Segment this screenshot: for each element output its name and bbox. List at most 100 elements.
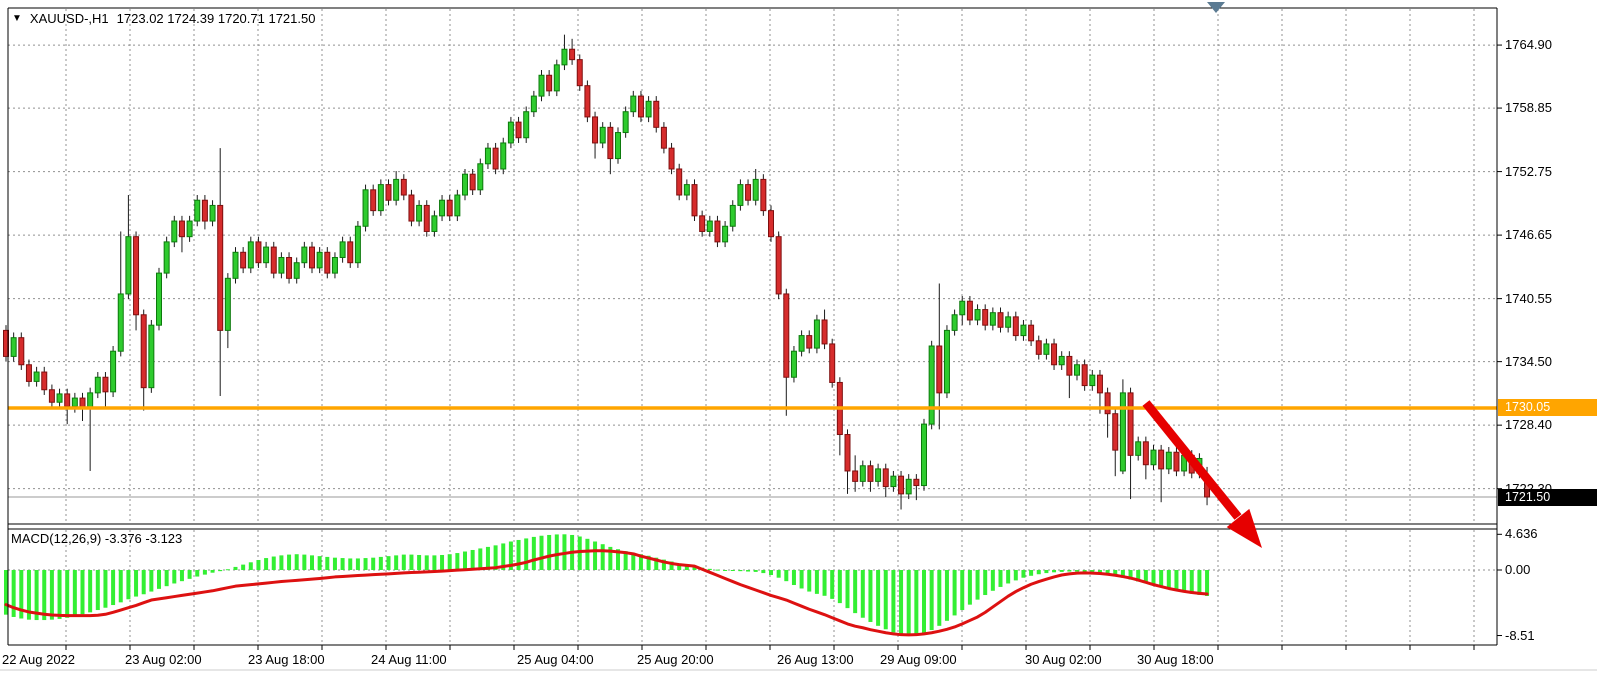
- candle-bull: [1043, 343, 1050, 355]
- macd-histogram-bar: [876, 570, 881, 626]
- candle-bull: [194, 199, 201, 222]
- candle-bear: [546, 74, 553, 92]
- candle-bear: [783, 293, 790, 378]
- candle-bull: [706, 220, 713, 232]
- candle-bear: [469, 173, 476, 191]
- candle-bear: [41, 371, 48, 391]
- macd-histogram-bar: [126, 570, 131, 600]
- macd-histogram-bar: [1166, 570, 1171, 590]
- macd-histogram-bar: [241, 564, 246, 570]
- macd-histogram-bar: [1013, 570, 1018, 581]
- candle-bear: [637, 95, 644, 118]
- frame-layer: [0, 7, 1597, 671]
- candle-bear: [370, 189, 377, 212]
- time-axis-label: 22 Aug 2022: [2, 652, 76, 667]
- symbol-dropdown-icon[interactable]: ▼: [12, 12, 22, 24]
- macd-histogram-bar: [440, 554, 445, 570]
- candle-bear: [852, 470, 859, 482]
- macd-histogram-bar: [1113, 570, 1118, 576]
- time-axis-label: 30 Aug 18:00: [1137, 652, 1214, 667]
- candle-bull: [1119, 392, 1126, 472]
- macd-histogram-bar: [784, 570, 789, 582]
- macd-histogram-bar: [952, 570, 957, 616]
- macd-histogram-bar: [707, 568, 712, 570]
- candle-bull: [813, 319, 820, 349]
- macd-histogram-bar: [944, 570, 949, 621]
- macd-histogram-bar: [975, 570, 980, 600]
- macd-histogram-bar: [340, 558, 345, 570]
- macd-layer: [4, 534, 1210, 637]
- candle-bull: [530, 95, 537, 113]
- candle-bear: [913, 478, 920, 487]
- candle-bull: [1165, 451, 1172, 470]
- candle-bear: [668, 147, 675, 170]
- candle-bear: [408, 194, 415, 222]
- macd-histogram-bar: [394, 555, 399, 570]
- candle-bull: [951, 314, 958, 331]
- candle-bear: [309, 246, 315, 269]
- candle-bear: [347, 241, 354, 264]
- macd-histogram-bar: [761, 570, 766, 574]
- macd-axis-label: -8.51: [1505, 627, 1535, 643]
- macd-histogram-bar: [830, 570, 835, 599]
- candle-bear: [699, 215, 706, 232]
- candle-bear: [1096, 374, 1103, 394]
- macd-histogram-bar: [1082, 570, 1087, 572]
- candle-bull: [301, 246, 308, 264]
- macd-histogram-bar: [1097, 570, 1102, 574]
- candle-bull: [615, 132, 621, 160]
- candle-bull: [477, 163, 484, 191]
- macd-histogram-bar: [837, 570, 842, 604]
- macd-histogram-bar: [960, 570, 965, 611]
- candle-bear: [446, 199, 453, 217]
- candle-bear: [324, 251, 331, 274]
- candle-bull: [331, 256, 338, 274]
- candle-bear: [400, 178, 407, 196]
- candle-bull: [928, 345, 935, 425]
- candle-bull: [737, 184, 744, 206]
- candle-bull: [622, 111, 629, 134]
- macd-histogram-bar: [42, 570, 47, 621]
- macd-histogram-bar: [210, 570, 215, 573]
- bid-price-badge: 1721.50: [1498, 488, 1597, 506]
- chart-shift-marker-icon[interactable]: [1206, 2, 1226, 13]
- candle-bull: [33, 371, 40, 382]
- time-axis-label: 29 Aug 09:00: [880, 652, 957, 667]
- macd-histogram-bar: [753, 570, 758, 572]
- candle-bull: [959, 300, 966, 316]
- macd-histogram-bar: [256, 559, 261, 570]
- macd-histogram-bar: [508, 541, 513, 570]
- candle-bull: [484, 147, 491, 165]
- macd-histogram-bar: [524, 538, 529, 570]
- macd-histogram-bar: [172, 570, 177, 584]
- candle-bull: [316, 251, 323, 269]
- macd-histogram-bar: [470, 549, 475, 570]
- macd-histogram-bar: [432, 555, 437, 570]
- price-axis-label: 1734.50: [1505, 353, 1552, 369]
- macd-histogram-bar: [348, 558, 353, 570]
- macd-histogram-bar: [623, 551, 628, 570]
- candle-bull: [10, 337, 17, 357]
- symbol-period-label: XAUUSD-,H1: [29, 11, 109, 26]
- candle-bear: [1066, 355, 1073, 376]
- macd-histogram-bar: [677, 563, 682, 570]
- candle-bull: [1005, 316, 1012, 328]
- time-axis-label: 23 Aug 02:00: [125, 652, 202, 667]
- macd-axis-label: 0.00: [1505, 562, 1531, 577]
- macd-histogram-bar: [661, 559, 666, 570]
- candle-bull: [156, 272, 162, 326]
- price-axis-label: 1764.90: [1505, 37, 1552, 53]
- macd-histogram-bar: [294, 554, 299, 570]
- candle-bull: [599, 126, 606, 144]
- candle-bear: [423, 204, 430, 232]
- price-axis-label: 1752.75: [1505, 163, 1552, 179]
- candle-bull: [148, 324, 155, 389]
- candle-bull: [125, 236, 132, 295]
- candle-bull: [163, 241, 170, 274]
- macd-histogram-bar: [769, 570, 773, 576]
- ohlc-values: 1723.02 1724.39 1720.71 1721.50: [116, 11, 316, 26]
- candle-bull: [729, 204, 736, 227]
- macd-histogram-bar: [1159, 570, 1164, 588]
- trend-arrow[interactable]: [1142, 400, 1263, 548]
